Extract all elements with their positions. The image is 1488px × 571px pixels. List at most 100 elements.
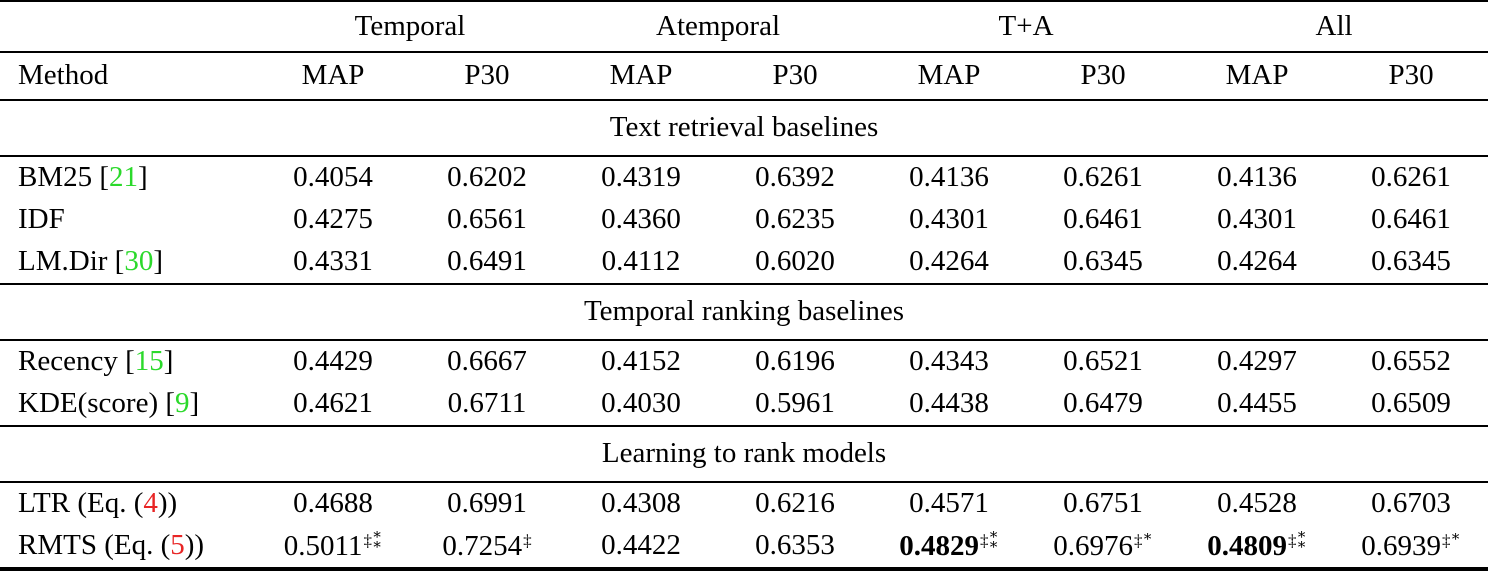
metric-cell: 0.7254‡ — [410, 525, 564, 569]
metric-value: 0.4343 — [909, 345, 989, 377]
metric-value: 0.4809 — [1207, 530, 1288, 562]
method-label: LM.Dir [ — [18, 245, 125, 277]
metric-value: 0.6202 — [447, 161, 527, 193]
metric-cell: 0.6561 — [410, 199, 564, 241]
metric-cell: 0.4343 — [872, 340, 1026, 383]
method-cell: Recency [15] — [0, 340, 256, 383]
equation-link[interactable]: 5 — [170, 529, 185, 561]
method-column-header: Method — [0, 51, 256, 101]
method-label: ] — [189, 387, 200, 419]
metric-cell: 0.4264 — [872, 241, 1026, 284]
group-header-spacer — [0, 0, 256, 53]
equation-link[interactable]: 4 — [143, 487, 158, 519]
metric-value: 0.6345 — [1063, 245, 1143, 277]
metric-value: 0.6461 — [1063, 203, 1143, 235]
metric-cell: 0.4136 — [1180, 156, 1334, 199]
metric-cell: 0.6261 — [1334, 156, 1488, 199]
metric-cell: 0.5011‡ ∗ ∗ — [256, 525, 410, 569]
method-label: ] — [163, 345, 174, 377]
metric-value: 0.4054 — [293, 161, 373, 193]
citation-link[interactable]: 30 — [124, 245, 154, 277]
metric-cell: 0.4438 — [872, 383, 1026, 426]
metric-cell: 0.4621 — [256, 383, 410, 426]
method-cell: KDE(score) [9] — [0, 383, 256, 426]
metric-value: 0.4829 — [899, 530, 980, 562]
metric-cell: 0.6479 — [1026, 383, 1180, 426]
metric-value: 0.4360 — [601, 203, 681, 235]
method-label: ] — [138, 161, 148, 193]
metric-cell: 0.4688 — [256, 482, 410, 525]
map-column-header: MAP — [564, 51, 718, 101]
metric-value: 0.6491 — [447, 245, 527, 277]
metric-value: 0.7254 — [442, 530, 523, 562]
metric-cell: 0.6261 — [1026, 156, 1180, 199]
metric-value: 0.4528 — [1217, 487, 1297, 519]
p30-column-header: P30 — [1334, 51, 1488, 101]
section-title: Text retrieval baselines — [0, 98, 1488, 157]
citation-link[interactable]: 21 — [109, 161, 139, 193]
metric-value: 0.4264 — [1217, 245, 1297, 277]
metric-cell: 0.6751 — [1026, 482, 1180, 525]
metric-cell: 0.4455 — [1180, 383, 1334, 426]
metric-value: 0.6976 — [1053, 530, 1134, 562]
citation-link[interactable]: 9 — [175, 387, 190, 419]
metric-value: 0.6392 — [755, 161, 835, 193]
metric-value: 0.6261 — [1371, 161, 1451, 193]
significance-marker-icon: ‡ — [523, 530, 532, 550]
metric-cell: 0.5961 — [718, 383, 872, 426]
method-label: RMTS (Eq. ( — [18, 529, 171, 561]
metric-value: 0.4136 — [1217, 161, 1297, 193]
metric-value: 0.6667 — [447, 345, 527, 377]
group-header-temporal: Temporal — [256, 0, 564, 53]
method-label: LTR (Eq. ( — [18, 487, 144, 519]
significance-marker-icon: ‡∗ — [1442, 528, 1461, 550]
table-row: Recency [15] 0.4429 0.6667 0.4152 0.6196 0.43… — [0, 340, 1488, 383]
significance-marker-icon: ‡ ∗ ∗ — [363, 527, 383, 554]
metric-cell: 0.6491 — [410, 241, 564, 284]
metric-value: 0.4112 — [601, 245, 681, 277]
metric-value: 0.4275 — [293, 203, 373, 235]
metric-cell: 0.4275 — [256, 199, 410, 241]
metric-cell: 0.6020 — [718, 241, 872, 284]
method-label: KDE(score) [ — [18, 387, 176, 419]
metric-cell: 0.4829‡ ∗ ∗ — [872, 525, 1026, 569]
metric-cell: 0.4264 — [1180, 241, 1334, 284]
method-label: Recency [ — [18, 345, 135, 377]
metric-value: 0.4438 — [909, 387, 989, 419]
metric-cell: 0.4809‡ ∗ ∗ — [1180, 525, 1334, 569]
group-header-all: All — [1180, 0, 1488, 53]
metric-header-row: Method MAP P30 MAP P30 MAP P30 MAP P30 — [0, 51, 1488, 101]
metric-cell: 0.6939‡∗ — [1334, 525, 1488, 569]
p30-column-header: P30 — [410, 51, 564, 101]
metric-value: 0.6461 — [1371, 203, 1451, 235]
metric-cell: 0.6667 — [410, 340, 564, 383]
p30-column-header: P30 — [1026, 51, 1181, 101]
table-row: LM.Dir [30] 0.4331 0.6491 0.4112 0.6020 0.426… — [0, 241, 1488, 284]
metric-value: 0.4422 — [601, 529, 681, 561]
metric-value: 0.4429 — [293, 345, 373, 377]
table-row: KDE(score) [9] 0.4621 0.6711 0.4030 0.5961 0.… — [0, 383, 1488, 426]
metric-value: 0.4571 — [909, 487, 989, 519]
group-header-atemporal: Atemporal — [564, 0, 873, 53]
metric-cell: 0.6521 — [1026, 340, 1180, 383]
metric-cell: 0.4152 — [564, 340, 718, 383]
metric-cell: 0.4030 — [564, 383, 718, 426]
metric-cell: 0.6202 — [410, 156, 564, 199]
method-cell: IDF — [0, 199, 256, 241]
map-column-header: MAP — [872, 51, 1027, 101]
metric-cell: 0.4528 — [1180, 482, 1334, 525]
metric-cell: 0.4429 — [256, 340, 410, 383]
metric-value: 0.6521 — [1063, 345, 1143, 377]
metric-value: 0.6552 — [1371, 345, 1451, 377]
metric-value: 0.4301 — [1217, 203, 1297, 235]
table-row: LTR (Eq. (4)) 0.4688 0.6991 0.4308 0.6216 0.4… — [0, 482, 1488, 525]
metric-cell: 0.6991 — [410, 482, 564, 525]
citation-link[interactable]: 15 — [134, 345, 164, 377]
metric-value: 0.6345 — [1371, 245, 1451, 277]
metric-cell: 0.4422 — [564, 525, 718, 569]
metric-value: 0.4621 — [293, 387, 373, 419]
metric-cell: 0.6703 — [1334, 482, 1488, 525]
metric-value: 0.6261 — [1063, 161, 1143, 193]
